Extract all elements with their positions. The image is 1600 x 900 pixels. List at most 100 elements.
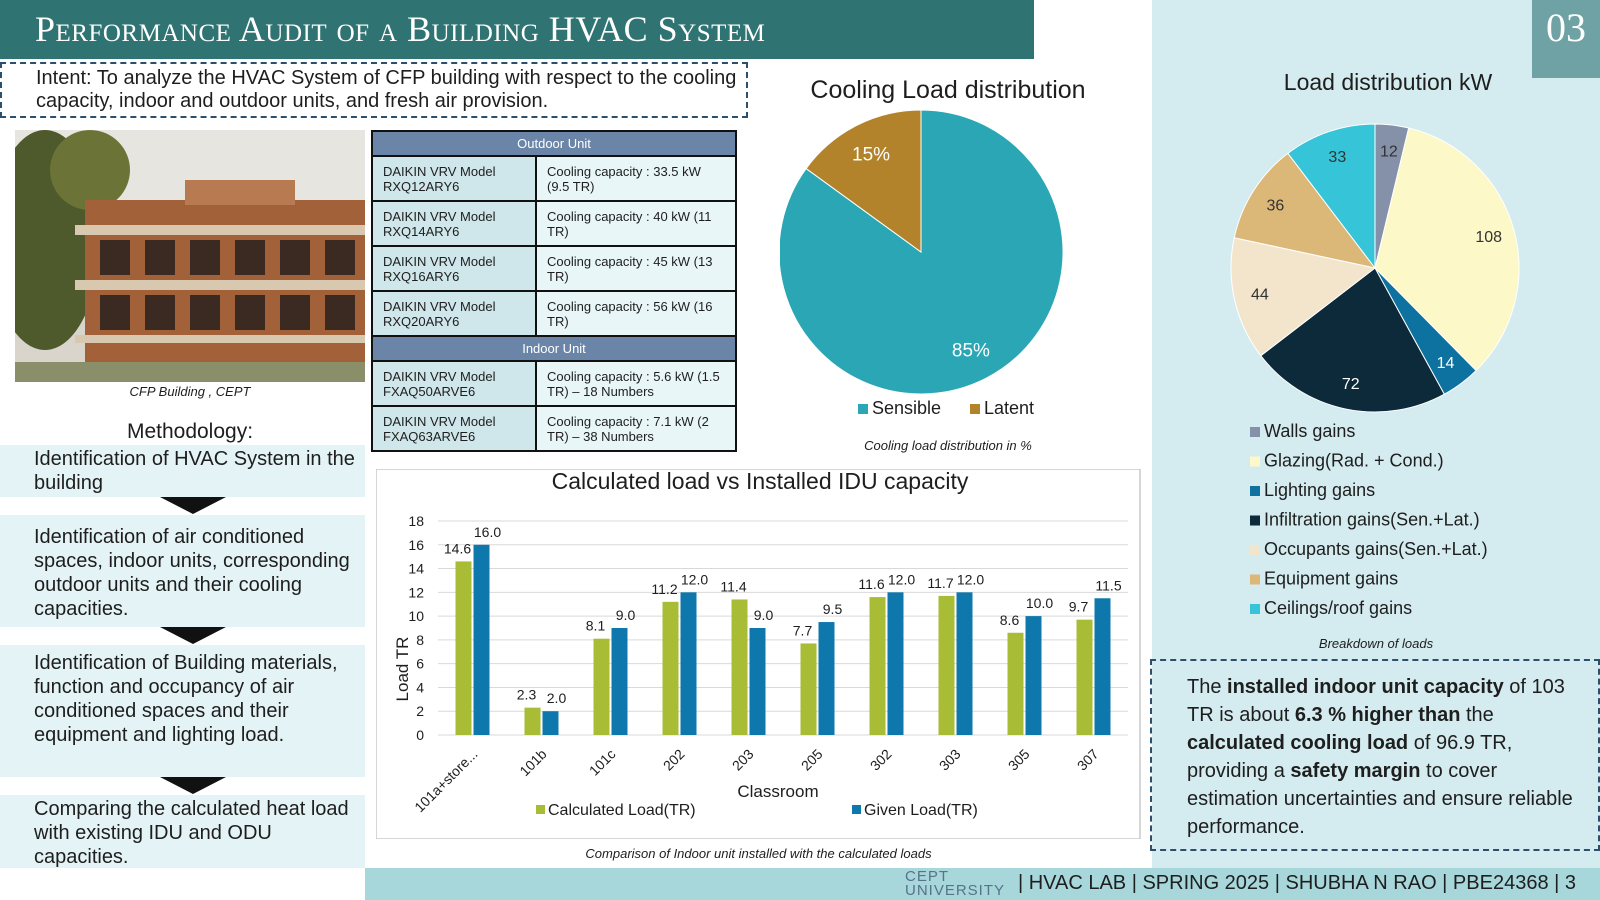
building-photo [15, 130, 365, 382]
given-load-bar [611, 628, 628, 735]
summary-box: The installed indoor unit capacity of 10… [1150, 659, 1600, 851]
legend-label: Given Load(TR) [864, 802, 978, 819]
given-load-bar [749, 628, 766, 735]
legend-swatch [536, 805, 545, 814]
summary-emphasis: safety margin [1290, 760, 1421, 782]
legend-swatch [1250, 604, 1260, 614]
table-row: DAIKIN VRV Model RXQ12ARY6 Cooling capaci… [371, 155, 737, 202]
y-tick-label: 6 [416, 656, 424, 672]
given-load-bar [1025, 616, 1042, 735]
bar-data-label: 2.3 [517, 687, 537, 703]
pie-data-label: 108 [1475, 229, 1502, 246]
bar-data-label: 12.0 [888, 571, 915, 587]
chart-title: Cooling Load distribution [810, 76, 1085, 104]
table-row: DAIKIN VRV Model RXQ16ARY6 Cooling capaci… [371, 245, 737, 292]
pie-slice-glazing-rad-cond [1374, 127, 1520, 372]
legend-label: Calculated Load(TR) [548, 802, 696, 819]
calculated-load-bar [1076, 619, 1093, 735]
unit-spec-table: Outdoor Unit DAIKIN VRV Model RXQ12ARY6 C… [371, 130, 737, 452]
load-comparison-bar-chart: Calculated load vs Installed IDU capacit… [376, 469, 1141, 839]
pie-slice-occupants-gains-sen-lat [1230, 237, 1377, 357]
bar-data-label: 2.0 [547, 690, 567, 706]
pie-data-label: 14 [1437, 355, 1455, 372]
summary-emphasis: calculated cooling load [1187, 732, 1409, 754]
x-axis-label: Classroom [737, 782, 818, 801]
summary-emphasis: 6.3 % higher than [1294, 704, 1461, 726]
intent-text: Intent: To analyze the HVAC System of CF… [36, 67, 737, 112]
calculated-load-bar [731, 599, 748, 735]
capacity-cell: Cooling capacity : 45 kW (13 TR) [535, 245, 737, 292]
legend-label: Lighting gains [1264, 480, 1375, 500]
bar-data-label: 8.1 [586, 618, 606, 634]
legend-label: Latent [984, 398, 1034, 418]
pie-slice-latent [805, 109, 922, 253]
bar-data-label: 12.0 [957, 571, 984, 587]
intent-box: Intent: To analyze the HVAC System of CF… [0, 62, 748, 118]
logo-line-1: CEPT [905, 868, 950, 885]
footer-bar [365, 868, 1600, 900]
pie-data-label: 85% [952, 341, 990, 362]
summary-fragment: to cover estimation uncertainties and en… [1187, 760, 1573, 838]
slide-number: 03 [1532, 0, 1600, 78]
methodology-step-4: Comparing the calculated heat load with … [0, 795, 365, 868]
table-header-row: Outdoor Unit [371, 130, 737, 157]
capacity-cell: Cooling capacity : 5.6 kW (1.5 TR) – 18 … [535, 360, 737, 407]
model-cell: DAIKIN VRV Model RXQ14ARY6 [371, 200, 537, 247]
given-load-bar [473, 544, 490, 735]
given-load-bar [1094, 598, 1111, 735]
legend-label: Occupants gains(Sen.+Lat.) [1264, 539, 1488, 559]
bar-data-label: 14.6 [444, 540, 471, 556]
legend-swatch [1250, 456, 1260, 467]
legend-swatch [858, 404, 868, 414]
summary-fragment: the [1460, 704, 1494, 726]
bar-chart-caption: Comparison of Indoor unit installed with… [585, 846, 932, 861]
capacity-cell: Cooling capacity : 33.5 kW (9.5 TR) [535, 155, 737, 202]
legend-swatch [1250, 545, 1260, 555]
cooling-load-pie-chart: Cooling Load distribution 85% 15% Sensibl… [780, 76, 1086, 453]
legend-swatch [1250, 515, 1260, 526]
bar-data-label: 11.6 [858, 576, 884, 592]
chart-title: Load distribution kW [1284, 69, 1493, 95]
load-distribution-pie-chart: Load distribution kW 12 108 14 72 44 36 33 Wal… [1230, 69, 1520, 651]
pie-data-label: 72 [1342, 376, 1360, 393]
given-load-bar [956, 592, 973, 735]
pie-data-label: 12 [1380, 143, 1398, 160]
legend-label: Ceilings/roof gains [1264, 598, 1412, 618]
chart-caption: Cooling load distribution in % [864, 438, 1032, 453]
methodology-step-3: Identification of Building materials, fu… [0, 645, 365, 777]
capacity-cell: Cooling capacity : 7.1 kW (2 TR) – 38 Nu… [535, 405, 737, 452]
calculated-load-bar [869, 597, 886, 735]
table-row: DAIKIN VRV Model RXQ20ARY6 Cooling capaci… [371, 290, 737, 337]
given-load-bar [887, 592, 904, 735]
legend-swatch [1250, 427, 1260, 437]
y-tick-label: 12 [408, 584, 424, 600]
legend-swatch [1250, 486, 1260, 496]
calculated-load-bar [1007, 632, 1024, 735]
y-tick-label: 16 [408, 537, 424, 553]
summary-fragment: The [1187, 676, 1228, 698]
pie-slice-ceilings-roof-gains [1287, 123, 1376, 270]
bar-data-label: 12.0 [681, 571, 708, 587]
bar-data-label: 9.5 [823, 601, 843, 617]
chart-caption: Breakdown of loads [1319, 636, 1434, 651]
cept-university-logo: CEPT UNIVERSITY [905, 868, 1005, 898]
y-tick-label: 10 [408, 608, 424, 624]
calculated-load-bar [593, 638, 610, 735]
y-tick-label: 14 [408, 561, 424, 577]
photo-caption: CFP Building , CEPT [129, 384, 251, 399]
bar-data-label: 16.0 [474, 524, 501, 540]
y-tick-label: 18 [408, 513, 424, 529]
capacity-cell: Cooling capacity : 40 kW (11 TR) [535, 200, 737, 247]
outdoor-unit-header: Outdoor Unit [371, 130, 737, 157]
calculated-load-bar [800, 643, 817, 735]
y-tick-label: 0 [416, 727, 424, 743]
bar-data-label: 8.6 [1000, 612, 1020, 628]
table-header-row: Indoor Unit [371, 335, 737, 362]
summary-text: The installed indoor unit capacity of 10… [1187, 676, 1573, 838]
summary-emphasis: installed indoor unit capacity [1227, 676, 1504, 698]
down-arrow-icon [160, 497, 226, 514]
chart-title: Calculated load vs Installed IDU capacit… [552, 469, 969, 494]
legend-label: Sensible [872, 398, 941, 418]
footer-text: | HVAC LAB | SPRING 2025 | SHUBHA N RAO … [1017, 872, 1576, 894]
calculated-load-bar [455, 561, 472, 735]
